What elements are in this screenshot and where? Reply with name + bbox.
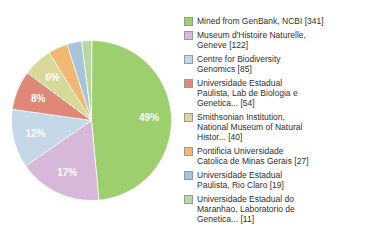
- svg-text:12%: 12%: [25, 128, 45, 139]
- html-text:Universidade Estadual do Maran: Universidade Estadual do Maranhao, Labor…: [197, 194, 295, 224]
- html-text:Centre for Biodiversity Genomi: Centre for Biodiversity Genomics [85]: [197, 54, 281, 74]
- html-text:Smithsonian Institution, Natio: Smithsonian Institution, National Museum…: [197, 112, 303, 142]
- html-text:Universidade Estadual Paulista: Universidade Estadual Paulista, Rio Clar…: [197, 170, 284, 190]
- html-text:Mined from GenBank, NCBI [341]: Mined from GenBank, NCBI [341]: [197, 16, 324, 26]
- svg-text:6%: 6%: [45, 72, 60, 83]
- svg-text:8%: 8%: [31, 93, 46, 104]
- svg-text:17%: 17%: [57, 167, 77, 178]
- html-text:Pontificia Universidade Catoli: Pontificia Universidade Catolica de Mina…: [197, 146, 309, 166]
- html-text:Universidade Estadual Paulista: Universidade Estadual Paulista, Lab de B…: [197, 78, 298, 108]
- svg-text:49%: 49%: [139, 112, 159, 123]
- html-text:Museum d'Histoire Naturelle, G: Museum d'Histoire Naturelle, Geneve [122…: [197, 30, 306, 50]
